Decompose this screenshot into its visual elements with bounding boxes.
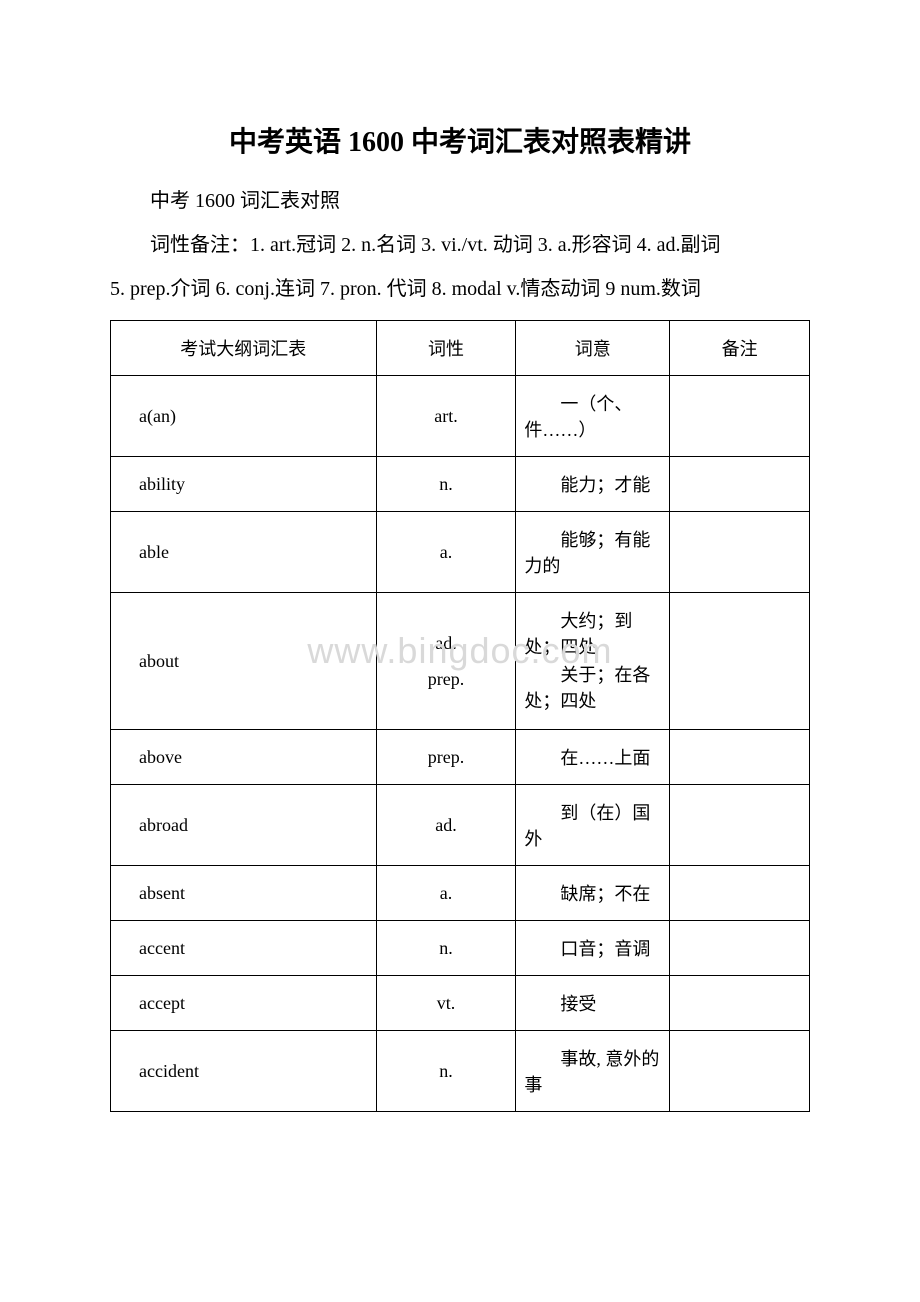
table-row: accident n. 事故, 意外的事 <box>111 1031 810 1112</box>
cell-word: a(an) <box>111 376 377 457</box>
cell-pos: ad. <box>376 785 516 866</box>
table-row: absent a. 缺席；不在 <box>111 866 810 921</box>
cell-note <box>670 593 810 730</box>
cell-meaning: 接受 <box>516 976 670 1031</box>
cell-pos: ad.prep. <box>376 593 516 730</box>
cell-meaning: 事故, 意外的事 <box>516 1031 670 1112</box>
legend-line-2: 5. prep.介词 6. conj.连词 7. pron. 代词 8. mod… <box>110 272 810 306</box>
table-row: able a. 能够；有能力的 <box>111 512 810 593</box>
cell-pos: n. <box>376 921 516 976</box>
cell-pos: a. <box>376 866 516 921</box>
cell-pos: n. <box>376 1031 516 1112</box>
cell-meaning: 在……上面 <box>516 730 670 785</box>
cell-note <box>670 730 810 785</box>
cell-word: ability <box>111 457 377 512</box>
header-note: 备注 <box>670 321 810 376</box>
cell-note <box>670 866 810 921</box>
cell-pos: vt. <box>376 976 516 1031</box>
table-row: about ad.prep. 大约；到处；四处关于；在各处；四处 <box>111 593 810 730</box>
cell-meaning: 缺席；不在 <box>516 866 670 921</box>
cell-note <box>670 1031 810 1112</box>
table-row: abroad ad. 到（在）国外 <box>111 785 810 866</box>
vocab-table: 考试大纲词汇表 词性 词意 备注 a(an) art. 一（个、件……） abi… <box>110 320 810 1112</box>
cell-word: abroad <box>111 785 377 866</box>
cell-meaning: 一（个、件……） <box>516 376 670 457</box>
cell-note <box>670 457 810 512</box>
cell-note <box>670 376 810 457</box>
table-row: a(an) art. 一（个、件……） <box>111 376 810 457</box>
header-word: 考试大纲词汇表 <box>111 321 377 376</box>
cell-word: accident <box>111 1031 377 1112</box>
subtitle: 中考 1600 词汇表对照 <box>110 184 810 218</box>
table-row: above prep. 在……上面 <box>111 730 810 785</box>
cell-note <box>670 921 810 976</box>
cell-pos: art. <box>376 376 516 457</box>
page-title: 中考英语 1600 中考词汇表对照表精讲 <box>110 120 810 160</box>
cell-pos: prep. <box>376 730 516 785</box>
table-body: a(an) art. 一（个、件……） ability n. 能力；才能 abl… <box>111 376 810 1112</box>
cell-meaning: 到（在）国外 <box>516 785 670 866</box>
legend-line-1: 词性备注：1. art.冠词 2. n.名词 3. vi./vt. 动词 3. … <box>110 228 810 262</box>
header-pos: 词性 <box>376 321 516 376</box>
table-row: ability n. 能力；才能 <box>111 457 810 512</box>
cell-word: absent <box>111 866 377 921</box>
cell-word: accent <box>111 921 377 976</box>
cell-note <box>670 976 810 1031</box>
cell-word: able <box>111 512 377 593</box>
table-row: accept vt. 接受 <box>111 976 810 1031</box>
cell-meaning: 能力；才能 <box>516 457 670 512</box>
cell-word: accept <box>111 976 377 1031</box>
header-meaning: 词意 <box>516 321 670 376</box>
table-row: accent n. 口音；音调 <box>111 921 810 976</box>
cell-pos: n. <box>376 457 516 512</box>
cell-meaning: 口音；音调 <box>516 921 670 976</box>
cell-meaning: 能够；有能力的 <box>516 512 670 593</box>
cell-note <box>670 785 810 866</box>
table-header-row: 考试大纲词汇表 词性 词意 备注 <box>111 321 810 376</box>
cell-word: above <box>111 730 377 785</box>
cell-meaning: 大约；到处；四处关于；在各处；四处 <box>516 593 670 730</box>
cell-pos: a. <box>376 512 516 593</box>
cell-note <box>670 512 810 593</box>
cell-word: about <box>111 593 377 730</box>
